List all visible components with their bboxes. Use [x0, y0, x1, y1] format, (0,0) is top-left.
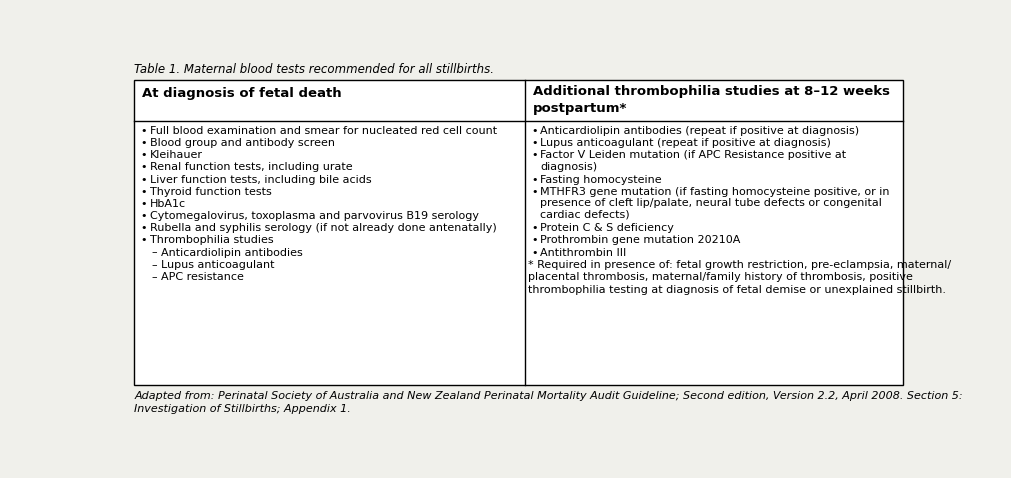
Text: •: • — [141, 126, 147, 136]
Text: Lupus anticoagulant (repeat if positive at diagnosis): Lupus anticoagulant (repeat if positive … — [540, 138, 830, 148]
Bar — [134, 80, 902, 385]
Text: Liver function tests, including bile acids: Liver function tests, including bile aci… — [150, 174, 371, 185]
Text: Adapted from: Perinatal Society of Australia and New Zealand Perinatal Mortality: Adapted from: Perinatal Society of Austr… — [134, 391, 961, 413]
Text: Blood group and antibody screen: Blood group and antibody screen — [150, 138, 335, 148]
Text: Prothrombin gene mutation 20210A: Prothrombin gene mutation 20210A — [540, 235, 740, 245]
Text: •: • — [531, 248, 537, 258]
Text: Full blood examination and smear for nucleated red cell count: Full blood examination and smear for nuc… — [150, 126, 496, 136]
Text: •: • — [141, 138, 147, 148]
Text: •: • — [531, 126, 537, 136]
Text: Fasting homocysteine: Fasting homocysteine — [540, 174, 661, 185]
Text: •: • — [531, 235, 537, 245]
Text: HbA1c: HbA1c — [150, 199, 186, 209]
Text: Factor V Leiden mutation (if APC Resistance positive at
diagnosis): Factor V Leiden mutation (if APC Resista… — [540, 150, 845, 172]
Text: Kleihauer: Kleihauer — [150, 150, 202, 160]
Text: •: • — [141, 174, 147, 185]
Text: •: • — [531, 174, 537, 185]
Text: –: – — [152, 272, 157, 282]
Text: •: • — [141, 199, 147, 209]
Text: * Required in presence of: fetal growth restriction, pre-eclampsia, maternal/
pl: * Required in presence of: fetal growth … — [528, 260, 950, 294]
Text: •: • — [531, 223, 537, 233]
Text: Rubella and syphilis serology (if not already done antenatally): Rubella and syphilis serology (if not al… — [150, 223, 496, 233]
Text: •: • — [141, 187, 147, 197]
Text: •: • — [531, 138, 537, 148]
Text: •: • — [141, 150, 147, 160]
Text: Additional thrombophilia studies at 8–12 weeks
postpartum*: Additional thrombophilia studies at 8–12… — [532, 85, 889, 115]
Text: •: • — [531, 150, 537, 160]
Text: •: • — [141, 223, 147, 233]
Text: •: • — [141, 163, 147, 173]
Text: –: – — [152, 248, 157, 258]
Text: Protein C & S deficiency: Protein C & S deficiency — [540, 223, 673, 233]
Text: Antithrombin III: Antithrombin III — [540, 248, 626, 258]
Text: APC resistance: APC resistance — [161, 272, 244, 282]
Text: •: • — [531, 187, 537, 197]
Text: Thrombophilia studies: Thrombophilia studies — [150, 235, 273, 245]
Text: •: • — [141, 211, 147, 221]
Text: Anticardiolipin antibodies: Anticardiolipin antibodies — [161, 248, 303, 258]
Text: Cytomegalovirus, toxoplasma and parvovirus B19 serology: Cytomegalovirus, toxoplasma and parvovir… — [150, 211, 478, 221]
Text: Table 1. Maternal blood tests recommended for all stillbirths.: Table 1. Maternal blood tests recommende… — [134, 63, 493, 76]
Text: •: • — [141, 235, 147, 245]
Text: MTHFR3 gene mutation (if fasting homocysteine positive, or in
presence of cleft : MTHFR3 gene mutation (if fasting homocys… — [540, 187, 889, 220]
Text: At diagnosis of fetal death: At diagnosis of fetal death — [142, 87, 342, 99]
Text: Thyroid function tests: Thyroid function tests — [150, 187, 271, 197]
Text: Renal function tests, including urate: Renal function tests, including urate — [150, 163, 352, 173]
Text: Anticardiolipin antibodies (repeat if positive at diagnosis): Anticardiolipin antibodies (repeat if po… — [540, 126, 858, 136]
Text: Lupus anticoagulant: Lupus anticoagulant — [161, 260, 275, 270]
Text: –: – — [152, 260, 157, 270]
Bar — [134, 80, 902, 385]
